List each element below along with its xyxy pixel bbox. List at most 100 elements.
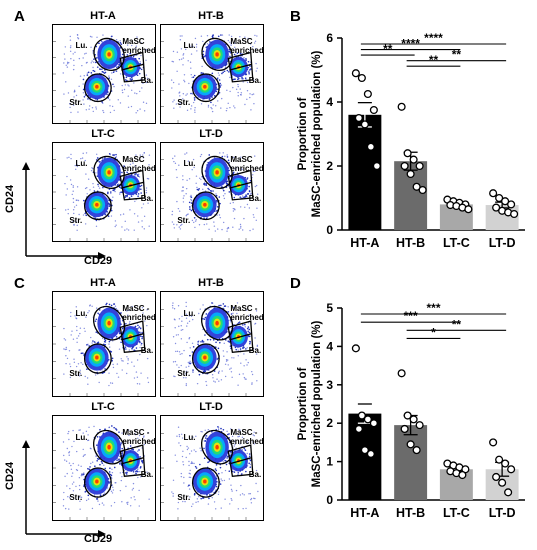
x-axis-label-a: CD29 xyxy=(84,255,113,267)
y-tick-label: 2 xyxy=(326,159,333,173)
flow-dots-svg xyxy=(53,302,150,396)
stromal-label: Str. xyxy=(177,97,191,107)
y-axis: 0 1 2 3 4 5 xyxy=(326,301,343,507)
flow-gates xyxy=(191,429,254,498)
panel-c-letter: C xyxy=(14,275,25,292)
y-axis-label: Proportion of MaSC-enriched population (%… xyxy=(297,50,323,217)
data-point xyxy=(501,459,510,468)
flow-title-a-3: LT-C xyxy=(91,128,115,140)
data-point xyxy=(351,344,360,353)
basal-label: Ba. xyxy=(248,470,262,480)
significance-label: * xyxy=(431,325,436,339)
flow-events xyxy=(170,34,258,114)
x-axis-label-c: CD29 xyxy=(84,533,113,545)
data-point xyxy=(369,419,378,428)
basal-label: Ba. xyxy=(248,346,262,356)
data-point xyxy=(366,449,375,458)
data-point xyxy=(495,193,504,203)
data-point xyxy=(400,161,409,171)
flow-title-c-4: LT-D xyxy=(199,401,223,413)
significance-label: **** xyxy=(401,37,420,51)
basal-label: Ba. xyxy=(248,193,262,203)
x-tick-label-ht-a: HT-A xyxy=(350,236,379,250)
data-point xyxy=(507,200,516,209)
flow-gates xyxy=(83,155,146,221)
data-point xyxy=(409,415,418,424)
data-point xyxy=(412,182,421,191)
flow-gates xyxy=(191,37,254,103)
flow-dots-svg xyxy=(161,152,259,241)
significance-label: ** xyxy=(452,317,462,331)
stromal-label: Str. xyxy=(177,492,191,502)
flow-dots-svg xyxy=(53,425,150,520)
data-point xyxy=(406,169,415,179)
flow-axis-ticks xyxy=(161,41,247,123)
flow-plot-c-lt-d: Lu. MaSC -enriched Ba. Str. xyxy=(160,415,264,521)
flow-axis-ticks xyxy=(53,309,139,396)
data-point xyxy=(369,105,378,115)
bar-ht-a xyxy=(348,114,382,230)
data-point xyxy=(357,73,366,83)
masc-label: MaSC enriched xyxy=(230,154,264,173)
flow-axis-ticks xyxy=(161,433,247,520)
flow-gates xyxy=(83,37,146,103)
data-point xyxy=(415,421,424,430)
axis-arrows-a xyxy=(22,162,106,260)
y-axis-label-a: CD24 xyxy=(4,184,16,213)
flow-axis-ticks xyxy=(53,433,139,520)
luminal-label: Lu. xyxy=(183,158,196,168)
bar-ht-b xyxy=(394,425,428,500)
x-tick-label-lt-c: LT-C xyxy=(443,506,470,520)
stromal-label: Str. xyxy=(177,368,191,378)
masc-label: MaSC -enriched xyxy=(122,428,156,447)
y-axis-label: Proportion of MaSC-enriched population (%… xyxy=(297,320,323,487)
data-point xyxy=(504,488,513,497)
flow-dots-svg xyxy=(161,34,258,123)
flow-events xyxy=(171,425,259,510)
y-tick-label: 5 xyxy=(326,301,333,315)
y-tick-label: 0 xyxy=(326,493,333,507)
flow-plot-a-ht-a: Lu. MaSC enriched Ba. Str. xyxy=(52,24,156,124)
x-tick-label-lt-d: LT-D xyxy=(489,236,516,250)
flow-title-a-4: LT-D xyxy=(199,128,223,140)
flow-title-a-1: HT-A xyxy=(90,10,116,22)
significance-label: ** xyxy=(383,42,393,56)
y-tick-label: 1 xyxy=(326,455,333,469)
x-tick-label-lt-d: LT-D xyxy=(489,506,516,520)
masc-label: MaSC -enriched xyxy=(230,428,264,447)
x-tick-label-ht-b: HT-B xyxy=(396,236,425,250)
luminal-label: Lu. xyxy=(183,432,196,442)
flow-events xyxy=(171,152,259,232)
flow-axis-ticks xyxy=(161,159,247,241)
data-point xyxy=(492,203,501,212)
flow-title-c-1: HT-A xyxy=(90,277,116,289)
flow-title-c-2: HT-B xyxy=(198,277,224,289)
flow-plot-c-lt-c: Lu. MaSC -enriched Ba. Str. xyxy=(52,415,156,521)
flow-dots-svg xyxy=(53,152,151,241)
significance-label: *** xyxy=(426,301,440,315)
axis-arrows-c xyxy=(22,440,106,538)
flow-gates xyxy=(191,155,254,221)
data-point xyxy=(501,197,510,206)
flow-events xyxy=(62,425,150,510)
masc-label: MaSC enriched xyxy=(122,36,156,55)
flow-gates xyxy=(83,305,146,374)
y-tick-label: 6 xyxy=(326,31,333,45)
y-tick-label: 4 xyxy=(326,339,333,353)
panel-a-letter: A xyxy=(14,8,25,25)
data-point xyxy=(366,142,375,151)
flow-plot-a-lt-c: Lu. MaSC enriched Ba. Str. xyxy=(52,142,156,242)
masc-label: MaSC -enriched xyxy=(230,304,264,323)
basal-label: Ba. xyxy=(140,346,154,356)
data-point xyxy=(495,455,504,464)
flow-plot-a-lt-d: Lu. MaSC enriched Ba. Str. xyxy=(160,142,264,242)
data-point xyxy=(403,411,412,420)
data-point xyxy=(489,438,498,447)
data-point xyxy=(363,415,372,424)
stromal-label: Str. xyxy=(177,215,191,225)
data-point xyxy=(403,149,412,158)
stromal-label: Str. xyxy=(69,368,83,378)
flow-dots-svg xyxy=(53,34,149,123)
